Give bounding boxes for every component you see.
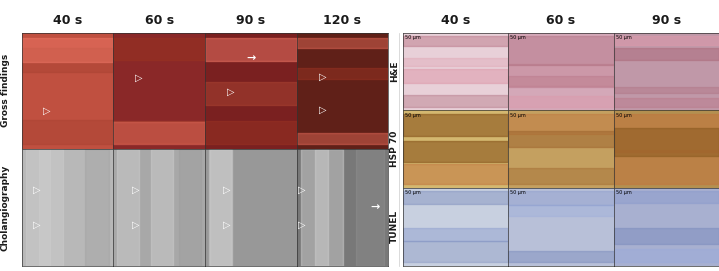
Bar <box>22 49 114 72</box>
Text: 50 μm: 50 μm <box>405 190 421 195</box>
Bar <box>508 168 613 184</box>
Text: 50 μm: 50 μm <box>405 35 421 40</box>
Bar <box>296 38 388 49</box>
Bar <box>403 191 508 204</box>
Bar <box>613 114 719 152</box>
Text: 50 μm: 50 μm <box>615 190 631 195</box>
Bar <box>26 149 50 266</box>
Text: ▷: ▷ <box>33 185 40 195</box>
Bar <box>613 128 719 156</box>
Bar <box>205 82 297 105</box>
Text: 40 s: 40 s <box>52 14 82 27</box>
Text: TUNEL: TUNEL <box>390 210 399 243</box>
Text: ▷: ▷ <box>0 270 1 271</box>
Text: ▷: ▷ <box>0 270 1 271</box>
Text: →: → <box>370 202 380 212</box>
Bar <box>22 38 114 62</box>
Text: 50 μm: 50 μm <box>510 190 526 195</box>
Bar <box>613 36 719 45</box>
Text: Cholangiography: Cholangiography <box>1 164 10 250</box>
Bar <box>403 69 508 83</box>
Bar <box>508 36 613 65</box>
Bar <box>205 121 297 144</box>
Bar <box>114 121 205 143</box>
Text: 50 μm: 50 μm <box>615 112 631 118</box>
Bar <box>613 48 719 60</box>
Text: ▷: ▷ <box>33 220 40 230</box>
Bar <box>205 38 297 61</box>
Bar <box>117 149 139 266</box>
Text: 90 s: 90 s <box>651 14 681 27</box>
Text: 60 s: 60 s <box>546 14 575 27</box>
Bar <box>403 57 508 66</box>
Bar <box>403 164 508 184</box>
Text: ▷: ▷ <box>132 220 139 230</box>
Bar <box>85 149 109 266</box>
Bar <box>22 120 114 144</box>
Bar <box>179 149 201 266</box>
Text: ▷: ▷ <box>319 71 326 81</box>
Bar <box>301 149 329 266</box>
Bar <box>508 76 613 86</box>
Text: 40 s: 40 s <box>441 14 470 27</box>
Text: ▷: ▷ <box>298 220 305 230</box>
Bar <box>114 38 205 60</box>
Bar <box>403 114 508 136</box>
Text: ▷: ▷ <box>319 104 326 114</box>
Bar <box>508 191 613 205</box>
Bar <box>296 68 388 79</box>
Bar <box>403 241 508 262</box>
Bar <box>403 228 508 241</box>
Text: ▷: ▷ <box>132 185 139 195</box>
Bar <box>151 149 173 266</box>
Bar <box>508 96 613 107</box>
Text: ▷: ▷ <box>226 87 234 97</box>
Text: ▷: ▷ <box>135 72 142 82</box>
Text: ▷: ▷ <box>223 220 230 230</box>
Bar <box>613 87 719 93</box>
Bar <box>403 36 508 46</box>
Bar <box>508 131 613 147</box>
Text: 50 μm: 50 μm <box>615 35 631 40</box>
Bar <box>357 149 384 266</box>
Text: Gross findings: Gross findings <box>1 54 10 127</box>
Bar <box>508 205 613 216</box>
Text: HSP 70: HSP 70 <box>390 131 399 167</box>
Bar <box>296 133 388 144</box>
Text: ▷: ▷ <box>43 106 51 116</box>
Text: H&E: H&E <box>390 61 399 82</box>
Bar <box>209 149 231 266</box>
Text: 90 s: 90 s <box>236 14 265 27</box>
Bar <box>315 149 343 266</box>
Bar <box>613 98 719 107</box>
Bar <box>270 149 293 266</box>
Text: ▷: ▷ <box>0 270 1 271</box>
Bar <box>613 191 719 203</box>
Text: 120 s: 120 s <box>324 14 362 27</box>
Bar <box>508 64 613 86</box>
Text: ▷: ▷ <box>298 185 305 195</box>
Bar <box>39 149 63 266</box>
Bar <box>508 251 613 262</box>
Bar <box>403 95 508 107</box>
Bar <box>508 114 613 134</box>
Bar <box>114 122 205 144</box>
Text: 50 μm: 50 μm <box>510 35 526 40</box>
Text: 50 μm: 50 μm <box>405 112 421 118</box>
Bar <box>403 141 508 162</box>
Text: 60 s: 60 s <box>145 14 174 27</box>
Text: →: → <box>246 53 255 63</box>
Bar <box>613 228 719 244</box>
Bar <box>613 249 719 262</box>
Text: 50 μm: 50 μm <box>510 112 526 118</box>
Bar <box>613 150 719 184</box>
Text: ▷: ▷ <box>223 185 230 195</box>
Bar <box>210 149 232 266</box>
